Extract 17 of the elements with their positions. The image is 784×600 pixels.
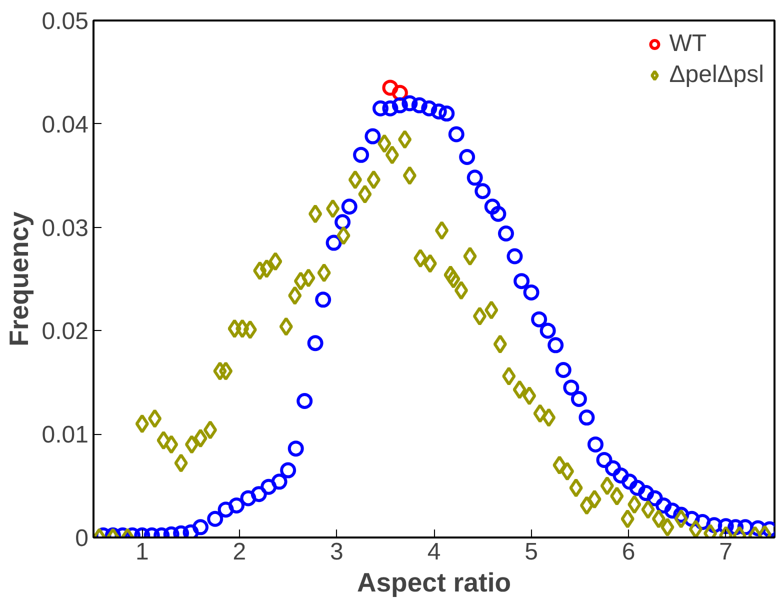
legend-label: ΔpelΔpsl <box>669 61 764 89</box>
y-tick-label: 0.03 <box>42 214 89 242</box>
x-tick-label: 5 <box>524 538 538 566</box>
x-axis-title: Aspect ratio <box>356 568 512 598</box>
x-tick-label: 3 <box>330 538 344 566</box>
y-axis-title: Frequency <box>4 211 34 346</box>
x-tick-label: 4 <box>427 538 441 566</box>
x-tick-label: 1 <box>135 538 149 566</box>
legend-label: WT <box>669 30 707 58</box>
y-tick-label: 0 <box>75 525 89 552</box>
y-tick-label: 0.02 <box>42 318 89 346</box>
y-tick-label: 0.04 <box>42 111 89 138</box>
y-tick-label: 0.01 <box>42 422 89 449</box>
y-tick-label: 0.05 <box>42 8 89 35</box>
x-tick-label: 2 <box>232 538 246 566</box>
x-tick-label: 6 <box>622 538 636 566</box>
x-tick-label: 7 <box>719 538 733 566</box>
